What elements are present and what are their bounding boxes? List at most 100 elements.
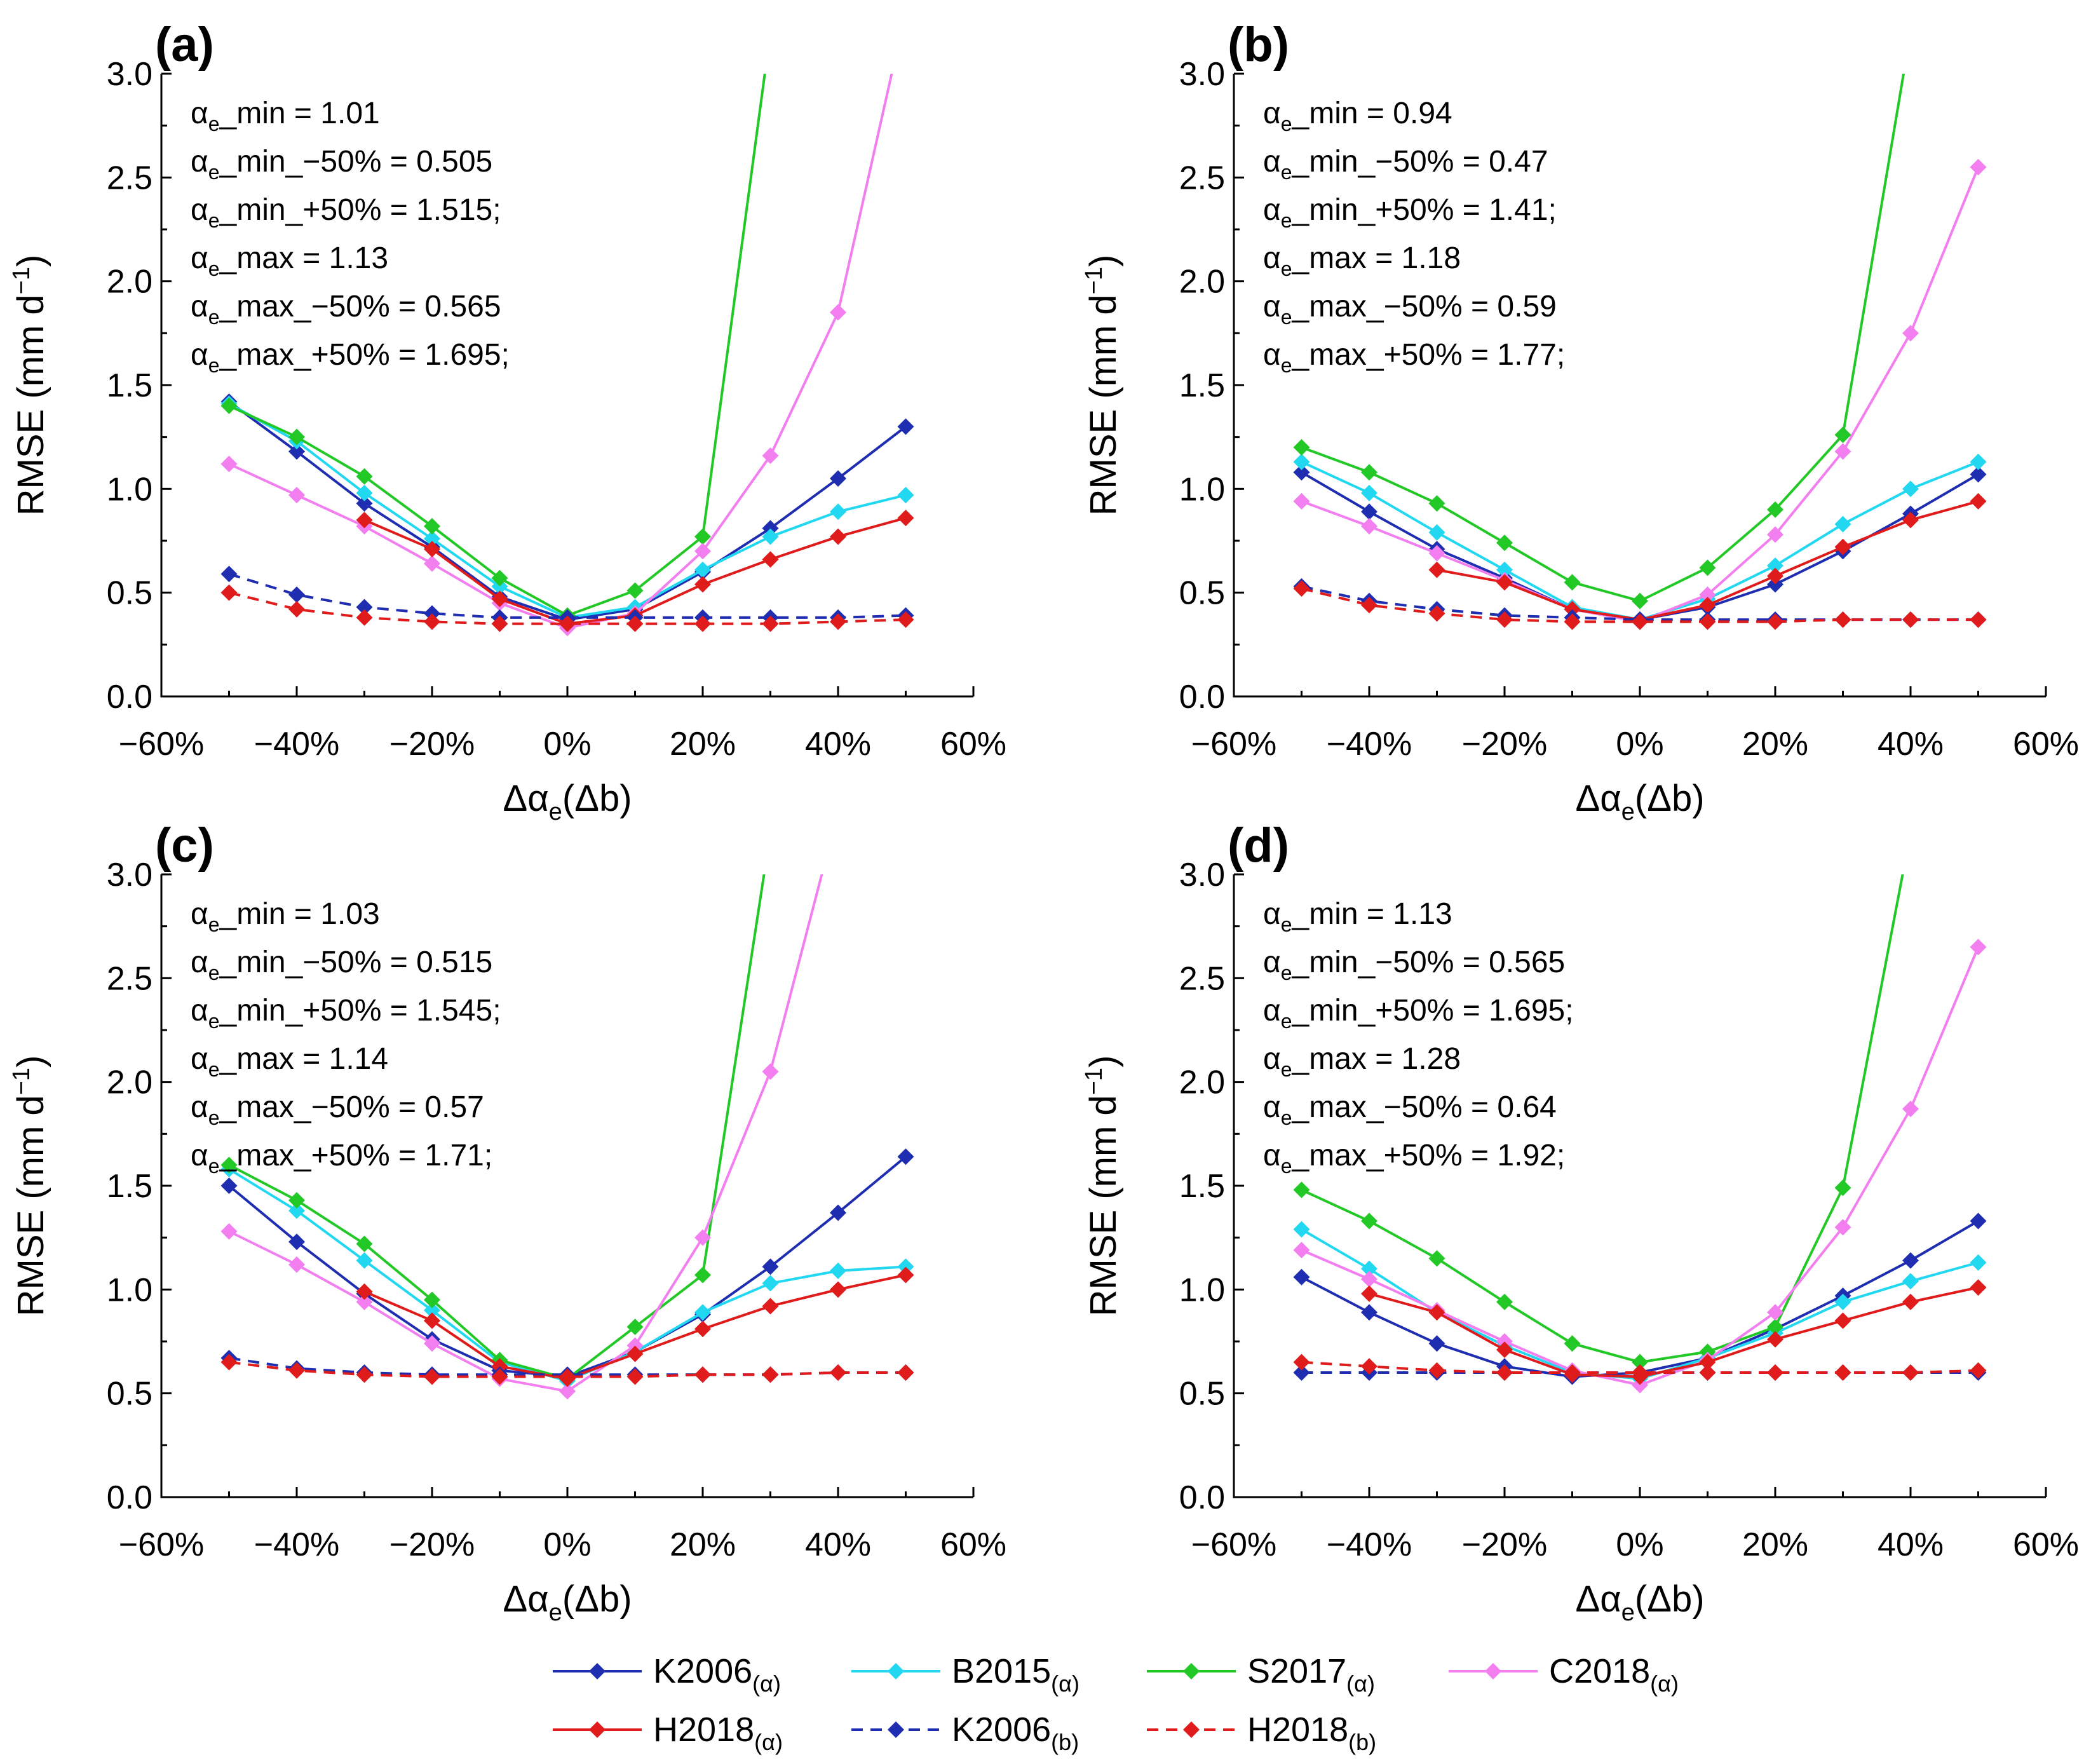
data-point (762, 1275, 779, 1292)
data-point (1428, 1250, 1445, 1267)
data-point (830, 503, 846, 520)
data-point (288, 1233, 305, 1251)
data-point (762, 528, 779, 545)
y-tick-label: 2.5 (107, 159, 152, 196)
data-point (1767, 567, 1783, 585)
data-point (897, 487, 914, 504)
data-point (1834, 1179, 1851, 1197)
x-tick-label: −40% (254, 726, 339, 763)
x-tick-label: 20% (670, 1526, 736, 1563)
data-point (1970, 466, 1987, 483)
y-tick-label: 3.0 (107, 857, 152, 893)
data-point (1902, 1364, 1919, 1381)
data-point (1496, 1333, 1513, 1350)
data-point (1632, 1354, 1648, 1371)
data-point (356, 495, 373, 512)
plot-area (1293, 74, 1987, 630)
data-point (1293, 1242, 1310, 1259)
data-point (1699, 1354, 1716, 1371)
annotation-text: αe_max = 1.14 (191, 1042, 388, 1081)
y-tick-label: 0.5 (1179, 575, 1225, 612)
data-point (1834, 443, 1851, 460)
x-tick-label: 20% (1742, 1526, 1808, 1563)
series-line (228, 1168, 906, 1383)
y-tick-label: 0.0 (1179, 1479, 1225, 1516)
x-tick-label: −40% (1327, 726, 1412, 763)
x-tick-label: −40% (254, 1526, 339, 1563)
data-point (1902, 480, 1919, 498)
data-point (1699, 597, 1716, 614)
data-point (694, 576, 711, 593)
data-point (1293, 1268, 1310, 1286)
data-point (694, 528, 711, 545)
annotation-text: αe_max_+50% = 1.71; (191, 1139, 492, 1177)
annotation-text: αe_min_+50% = 1.41; (1263, 193, 1557, 232)
annotation-text: αe_min_−50% = 0.47 (1263, 145, 1548, 184)
annotation-text: αe_min_−50% = 0.565 (1263, 946, 1565, 984)
series-H2018b (220, 1354, 914, 1385)
plot-area (1293, 874, 1987, 1394)
series-C2018a (1293, 159, 1987, 630)
data-point (626, 1345, 644, 1362)
legend-item: B2015(α) (851, 1652, 1079, 1697)
data-point (897, 1148, 914, 1165)
data-point (1699, 1364, 1716, 1381)
series-H2018b (220, 584, 914, 632)
data-point (1293, 1364, 1310, 1381)
data-point (830, 1281, 846, 1298)
legend-marker (589, 1721, 606, 1738)
y-tick-label: 3.0 (1179, 857, 1225, 893)
chart-panel-b: −60% −40% −20% 0% 20% 40% 60% 0.0 0.5 1.0 1.5 2.0 2.… (1081, 18, 2079, 825)
data-point (694, 561, 711, 578)
y-tick-label: 1.5 (107, 367, 152, 404)
data-point (1970, 159, 1987, 175)
data-point (424, 1302, 440, 1319)
series-line (228, 573, 906, 619)
data-point (356, 484, 373, 501)
data-point (356, 1252, 373, 1269)
series-line (1301, 585, 1979, 621)
x-tick-label: 0% (1616, 726, 1663, 763)
plot-area (220, 874, 914, 1400)
series-H2018b (1293, 580, 1987, 630)
data-point (424, 1368, 440, 1385)
y-tick-label: 2.0 (1179, 264, 1225, 301)
series-H2018b (1293, 1354, 1987, 1381)
data-point (1699, 559, 1716, 576)
data-point (220, 1223, 238, 1240)
data-point (694, 1366, 711, 1383)
data-point (424, 1335, 440, 1352)
plot-area (220, 74, 914, 637)
data-point (1902, 1252, 1919, 1269)
legend-marker (589, 1663, 606, 1679)
y-axis-label: RMSE (mm d−1) (1081, 1055, 1124, 1317)
legend-item: C2018(α) (1449, 1652, 1679, 1697)
x-tick-label: 0% (543, 1526, 591, 1563)
data-point (559, 1383, 576, 1400)
chart-panel-d: −60% −40% −20% 0% 20% 40% 60% 0.0 0.5 1.0 1.5 2.0 2.… (1081, 818, 2079, 1626)
y-tick-label: 0.0 (107, 679, 152, 716)
legend-item: S2017(α) (1147, 1652, 1375, 1697)
data-point (1293, 1181, 1310, 1198)
legend-label: K2006(b) (952, 1711, 1079, 1755)
series-line (228, 874, 823, 1393)
y-tick-label: 3.0 (1179, 56, 1225, 93)
data-point (491, 615, 508, 632)
legend-marker (1183, 1663, 1200, 1679)
y-tick-label: 0.5 (107, 575, 152, 612)
y-tick-label: 1.0 (1179, 471, 1225, 508)
data-point (694, 1320, 711, 1338)
data-point (762, 520, 779, 537)
data-point (1293, 580, 1310, 597)
data-point (1632, 592, 1648, 609)
annotation-text: αe_min = 1.01 (191, 97, 380, 135)
data-point (1496, 1364, 1513, 1381)
annotation-text: αe_min = 0.94 (1263, 97, 1452, 135)
data-point (897, 1364, 914, 1381)
y-tick-label: 1.5 (1179, 367, 1225, 404)
data-point (1632, 1376, 1648, 1394)
y-tick-label: 2.5 (1179, 159, 1225, 196)
x-tick-label: 40% (805, 726, 871, 763)
data-point (356, 1235, 373, 1252)
